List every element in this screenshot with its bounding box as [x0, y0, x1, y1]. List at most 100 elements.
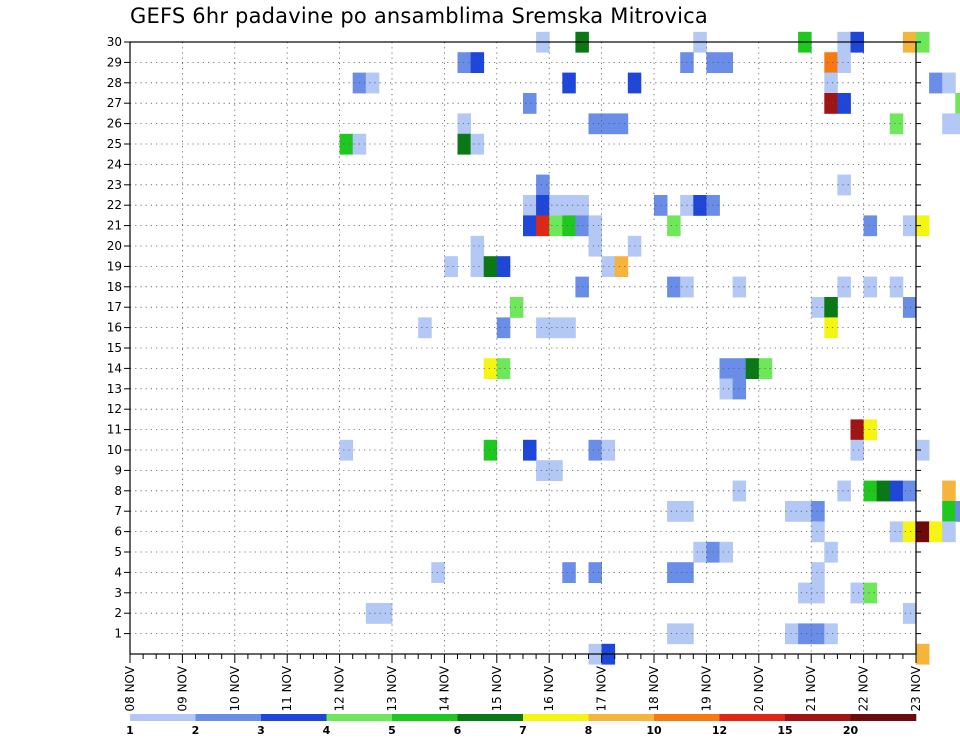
precip-cell: [863, 582, 878, 604]
precip-cell: [470, 235, 485, 257]
precip-cell: [942, 480, 956, 502]
precip-cell: [785, 501, 799, 522]
precip-cell: [457, 113, 471, 135]
precip-cell: [863, 419, 878, 441]
y-tick-label: 7: [114, 504, 122, 518]
precip-cell: [483, 256, 498, 277]
precip-cell: [719, 378, 733, 400]
precip-cell: [667, 501, 681, 522]
legend-swatch: [588, 714, 655, 721]
x-tick-label: 13 NOV: [385, 665, 399, 711]
precip-cell: [902, 521, 917, 543]
precip-cell: [562, 562, 576, 583]
precip-cell: [719, 52, 733, 73]
precip-cell: [549, 460, 563, 481]
precip-cell: [942, 113, 956, 135]
y-tick-label: 24: [107, 157, 122, 171]
precip-cell: [902, 297, 917, 318]
precip-cell: [785, 623, 799, 645]
legend-swatch: [195, 714, 262, 721]
precip-cell: [811, 623, 825, 645]
precip-cell: [837, 93, 851, 114]
precip-cell: [667, 562, 681, 583]
precip-cell: [562, 317, 576, 339]
x-tick-label: 18 NOV: [647, 665, 661, 711]
x-tick-label: 11 NOV: [280, 665, 294, 711]
precip-cell: [837, 52, 851, 73]
precip-cell: [562, 72, 576, 94]
y-tick-label: 28: [107, 76, 122, 90]
precip-cell: [863, 276, 878, 298]
precip-cell: [549, 195, 563, 216]
precip-cell: [536, 174, 550, 196]
cells-layer: [339, 31, 960, 665]
y-tick-label: 6: [114, 525, 122, 539]
precip-cell: [863, 215, 878, 237]
precip-cell: [811, 521, 825, 543]
x-tick-label: 14 NOV: [437, 665, 451, 711]
precip-cell: [798, 501, 812, 522]
precip-cell: [575, 195, 589, 216]
y-tick-label: 25: [107, 137, 122, 151]
precip-cell: [523, 93, 537, 114]
plot-frame: [129, 41, 917, 655]
precip-cell: [365, 72, 380, 94]
precip-cell: [824, 541, 838, 563]
precip-cell: [824, 297, 838, 318]
legend-swatch: [785, 714, 851, 721]
precip-cell: [798, 623, 812, 645]
precip-cell: [837, 174, 851, 196]
legend-label: 7: [519, 724, 527, 737]
precip-cell: [942, 501, 956, 522]
precip-cell: [824, 317, 838, 339]
x-tick-label: 15 NOV: [490, 665, 504, 711]
precip-cell: [588, 215, 602, 237]
precip-cell: [889, 113, 904, 135]
y-tick-label: 29: [107, 55, 122, 69]
precip-cell: [575, 276, 589, 298]
y-tick-label: 15: [107, 341, 122, 355]
legend-swatch: [719, 714, 786, 721]
precip-cell: [601, 113, 616, 135]
ticks-layer: 1234567891011121314151617181920212223242…: [107, 35, 923, 712]
precip-cell: [523, 215, 537, 237]
x-tick-label: 08 NOV: [123, 665, 137, 711]
precip-cell: [929, 521, 943, 543]
precip-cell: [536, 460, 550, 481]
x-tick-label: 12 NOV: [333, 665, 347, 711]
precip-cell: [824, 93, 838, 114]
precip-cell: [955, 113, 960, 135]
chart-title: GEFS 6hr padavine po ansamblima Sremska …: [130, 4, 708, 28]
y-tick-label: 11: [107, 423, 122, 437]
legend-swatch: [326, 714, 393, 721]
precip-cell: [916, 215, 930, 237]
precip-cell: [483, 439, 498, 461]
legend-swatch: [130, 714, 196, 721]
legend-label: 2: [192, 724, 200, 737]
y-tick-label: 8: [114, 484, 122, 498]
y-tick-label: 19: [107, 259, 122, 273]
precip-cell: [431, 562, 445, 583]
precip-cell: [916, 31, 930, 53]
precip-cell: [562, 215, 576, 237]
precip-cell: [863, 480, 878, 502]
precip-cell: [549, 215, 563, 237]
precip-cell: [509, 297, 524, 318]
precip-cell: [916, 643, 930, 665]
y-tick-label: 21: [107, 219, 122, 233]
precip-cell: [811, 562, 825, 583]
precip-cell: [889, 276, 904, 298]
y-tick-label: 12: [107, 402, 122, 416]
precip-cell: [916, 521, 930, 543]
precip-cell: [496, 358, 511, 379]
precip-cell: [902, 215, 917, 237]
precip-cell: [719, 541, 733, 563]
precip-cell: [667, 276, 681, 298]
precip-cell: [837, 480, 851, 502]
y-tick-label: 10: [107, 443, 122, 457]
precip-cell: [614, 113, 629, 135]
precip-cell: [365, 603, 380, 624]
legend-label: 10: [646, 724, 662, 737]
y-tick-label: 3: [114, 586, 122, 600]
